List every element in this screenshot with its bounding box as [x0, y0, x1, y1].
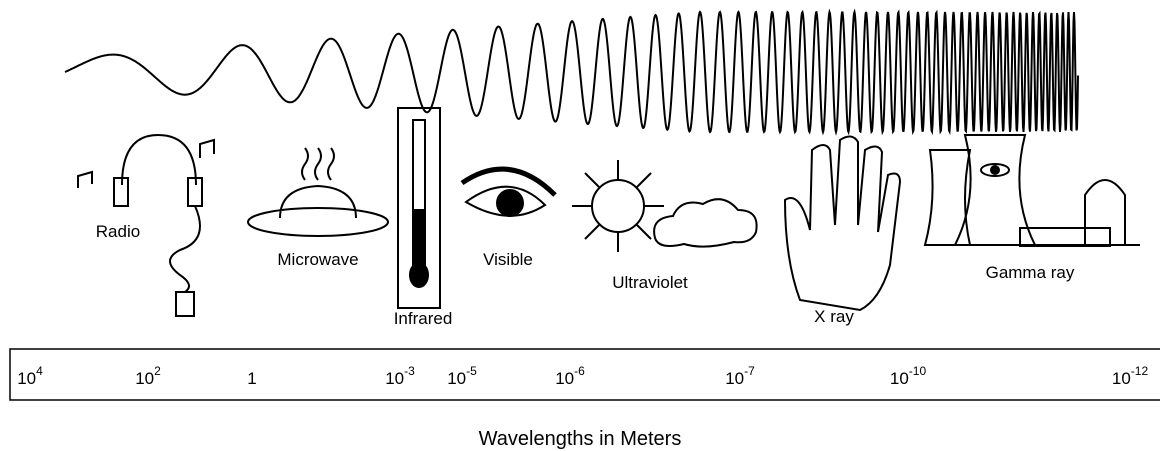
scale-label: 1: [247, 369, 256, 388]
radio-icon: [77, 133, 215, 317]
scale-label: 102: [135, 364, 161, 388]
scale-label: 10-3: [385, 364, 415, 388]
scale-box: [9, 348, 1160, 401]
band-label: X ray: [814, 307, 854, 326]
scale-base: 10: [385, 369, 404, 388]
scale-exponent: -6: [574, 364, 585, 378]
band-label: Visible: [483, 250, 533, 269]
xray-icon: [783, 135, 902, 312]
scale-base: 10: [135, 369, 154, 388]
microwave-icon: [247, 147, 389, 237]
scale-base: 1: [247, 369, 256, 388]
gamma-ray-icon: [923, 134, 1140, 247]
scale-exponent: -3: [404, 364, 415, 378]
scale-label: 104: [17, 364, 43, 388]
scale-base: 10: [555, 369, 574, 388]
scale-exponent: 4: [36, 364, 43, 378]
scale-exponent: -12: [1131, 364, 1149, 378]
axis-title: Wavelengths in Meters: [479, 428, 682, 450]
scale-label: 10-12: [1112, 364, 1149, 388]
scale-base: 10: [447, 369, 466, 388]
band-label: Radio: [96, 222, 140, 241]
band-label: Microwave: [277, 250, 358, 269]
band-label: Gamma ray: [986, 263, 1075, 282]
infrared-icon: [397, 107, 441, 309]
scale-label: 10-7: [725, 364, 755, 388]
scale-base: 10: [1112, 369, 1131, 388]
ultraviolet-icon: [572, 160, 758, 252]
scale-base: 10: [17, 369, 36, 388]
scale-label: 10-6: [555, 364, 585, 388]
scale-base: 10: [890, 369, 909, 388]
scale-exponent: -5: [466, 364, 477, 378]
visible-icon: [460, 166, 557, 217]
scale-base: 10: [725, 369, 744, 388]
scale-label: 10-5: [447, 364, 477, 388]
scale-exponent: 2: [154, 364, 161, 378]
scale-exponent: -10: [909, 364, 927, 378]
scale-label: 10-10: [890, 364, 927, 388]
band-label: Ultraviolet: [612, 273, 688, 292]
scale-exponent: -7: [744, 364, 755, 378]
band-label: Infrared: [394, 309, 453, 328]
wave: [64, 8, 1079, 136]
